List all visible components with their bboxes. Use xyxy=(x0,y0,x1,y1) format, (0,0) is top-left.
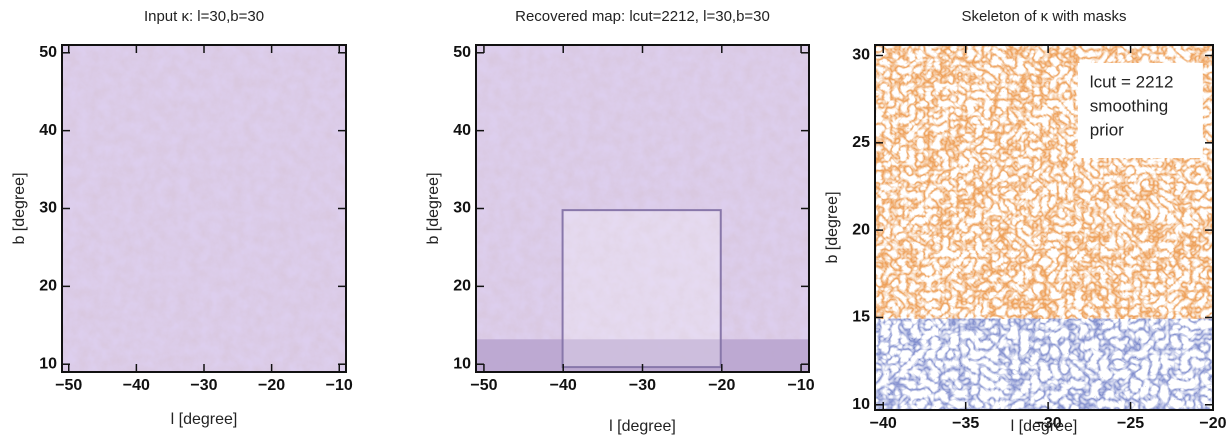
y-tick-label: 20 xyxy=(852,221,870,238)
x-tick-label: −40 xyxy=(123,377,150,394)
x-tick-label: −25 xyxy=(1117,415,1144,432)
y-axis-label: b [degree] xyxy=(11,172,28,244)
x-tick-label: −20 xyxy=(258,377,285,394)
y-tick-label: 10 xyxy=(852,396,870,413)
x-tick-label: −30 xyxy=(190,377,217,394)
y-axis-label: b [degree] xyxy=(425,172,442,244)
x-tick-label: −30 xyxy=(1035,415,1062,432)
x-axis-label: l [degree] xyxy=(609,418,676,435)
chart-title: Skeleton of κ with masks xyxy=(961,8,1126,25)
y-tick-label: 25 xyxy=(852,134,870,151)
y-tick-label: 10 xyxy=(39,355,57,372)
annotation: smoothing xyxy=(1090,96,1168,115)
x-tick-label: −10 xyxy=(788,377,815,394)
x-tick-label: −10 xyxy=(326,377,353,394)
legend-box xyxy=(1077,63,1203,158)
x-tick-label: −30 xyxy=(629,377,656,394)
y-tick-label: 50 xyxy=(39,44,57,61)
x-tick-label: −50 xyxy=(470,377,497,394)
y-tick-label: 30 xyxy=(39,200,57,217)
y-tick-label: 20 xyxy=(39,278,57,295)
y-tick-label: 30 xyxy=(852,47,870,64)
axes-frame xyxy=(874,44,1214,411)
map-texture xyxy=(62,45,346,372)
x-tick-label: −50 xyxy=(55,377,82,394)
y-tick-label: 30 xyxy=(453,200,471,217)
x-axis-label: l [degree] xyxy=(1011,418,1078,435)
x-axis-label: l [degree] xyxy=(171,411,238,428)
y-axis-label: b [degree] xyxy=(824,191,841,263)
x-tick-label: −40 xyxy=(870,415,897,432)
y-tick-label: 50 xyxy=(453,44,471,61)
x-tick-label: −40 xyxy=(550,377,577,394)
annotation: lcut = 2212 xyxy=(1090,72,1174,91)
map-texture xyxy=(476,45,809,372)
chart-title: Recovered map: lcut=2212, l=30,b=30 xyxy=(515,8,770,25)
y-tick-label: 40 xyxy=(453,122,471,139)
mask-box xyxy=(561,209,722,369)
y-tick-label: 40 xyxy=(39,122,57,139)
x-tick-label: −35 xyxy=(952,415,979,432)
y-tick-label: 15 xyxy=(852,309,870,326)
skeleton-masked xyxy=(875,318,1213,410)
y-tick-label: 10 xyxy=(453,355,471,372)
annotation: prior xyxy=(1090,120,1124,139)
x-tick-label: −20 xyxy=(708,377,735,394)
y-tick-label: 20 xyxy=(453,278,471,295)
x-tick-label: −20 xyxy=(1199,415,1226,432)
chart-title: Input κ: l=30,b=30 xyxy=(144,8,264,25)
